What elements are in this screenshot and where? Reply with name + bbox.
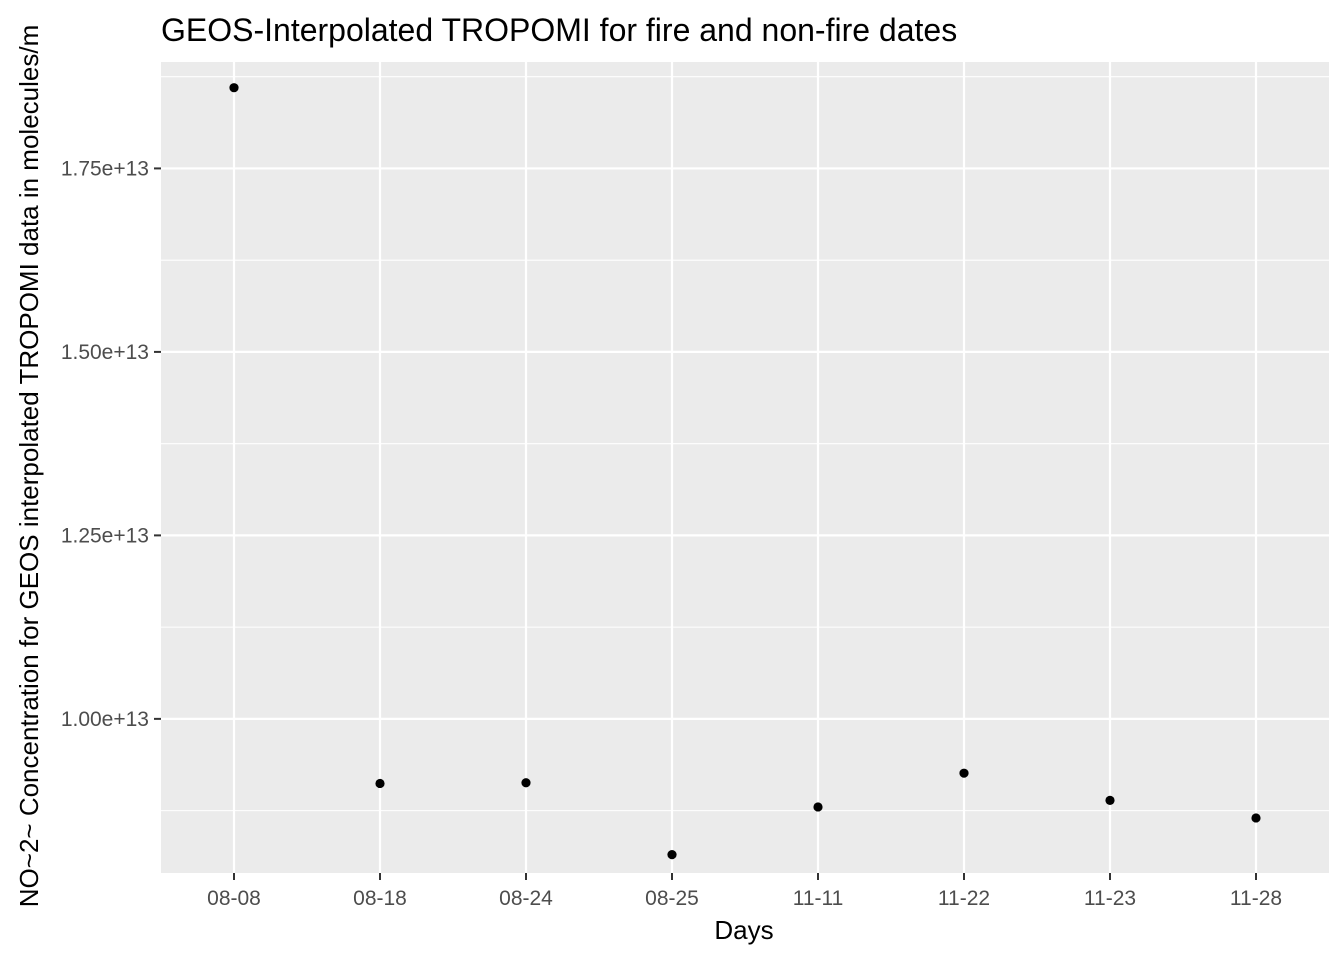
chart-title: GEOS-Interpolated TROPOMI for fire and n…	[161, 12, 957, 48]
data-point	[959, 768, 969, 778]
x-tick-label: 08-08	[207, 887, 261, 910]
y-tick-label: 1.00e+13	[61, 708, 149, 731]
data-point	[521, 778, 531, 788]
x-axis: 08-08 08-18 08-24 08-25 11-11 11-22 11-23 11-28	[207, 873, 1282, 910]
data-points	[229, 83, 1261, 860]
plot-panel	[161, 62, 1329, 873]
x-tick-label: 08-24	[499, 887, 553, 910]
x-tick-label: 11-28	[1230, 887, 1282, 910]
x-tick-label: 08-18	[353, 887, 407, 910]
y-tick-label: 1.25e+13	[61, 524, 149, 547]
x-tick-label: 08-25	[645, 887, 699, 910]
data-point	[813, 802, 823, 812]
major-gridlines	[161, 62, 1329, 873]
data-point	[375, 778, 385, 789]
x-axis-title: Days	[714, 915, 773, 945]
data-point	[667, 850, 677, 860]
x-tick-label: 11-23	[1084, 887, 1136, 910]
y-tick-label: 1.50e+13	[61, 341, 149, 364]
y-axis: 1.00e+13 1.25e+13 1.50e+13 1.75e+13	[61, 157, 161, 731]
data-point	[229, 83, 239, 93]
x-tick-label: 11-11	[793, 887, 844, 910]
x-tick-label: 11-22	[938, 887, 990, 910]
data-point	[1251, 813, 1261, 823]
data-point	[1105, 795, 1115, 805]
y-tick-label: 1.75e+13	[61, 157, 149, 180]
y-axis-title: NO~2~ Concentration for GEOS interpolate…	[14, 25, 44, 907]
minor-gridlines	[161, 76, 1329, 812]
